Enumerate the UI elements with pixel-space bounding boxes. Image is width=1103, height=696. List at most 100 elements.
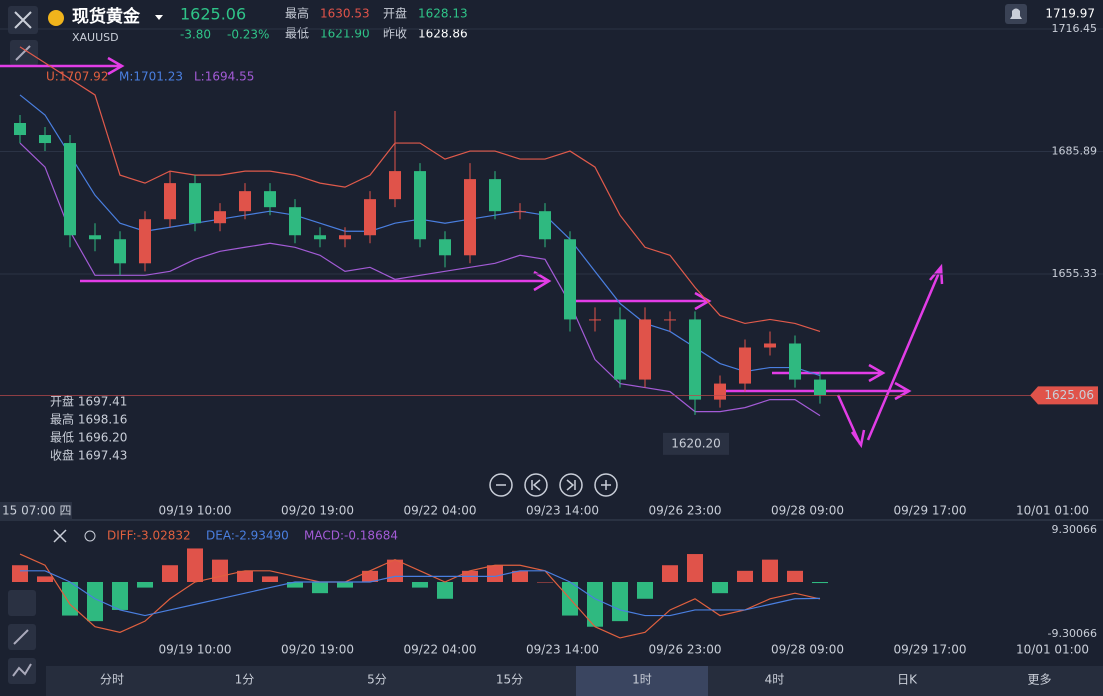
macd-bar (437, 582, 453, 599)
tab[interactable]: 日K (897, 673, 918, 687)
macd-bar (37, 576, 53, 582)
dropdown-icon[interactable] (155, 15, 163, 20)
macd-bar (287, 582, 303, 588)
tab[interactable]: 1分 (235, 673, 255, 687)
tab[interactable]: 4时 (765, 673, 785, 687)
time-label: 09/20 19:00 (281, 643, 354, 657)
tab[interactable]: 1时 (632, 673, 652, 687)
band-line (19, 46, 821, 333)
candle-body (14, 122, 26, 136)
prev-close: 1628.86 (418, 27, 468, 41)
tab[interactable]: 更多 (1027, 673, 1051, 687)
crosshair-time: 15 07:00 四 (2, 504, 71, 518)
prev-label: 昨收 (383, 27, 407, 41)
end-button[interactable] (559, 473, 583, 497)
time-label: 09/26 23:00 (649, 643, 722, 657)
macd-bar (587, 582, 603, 627)
macd-bar (362, 570, 378, 582)
crosshair-row: 最高 1698.16 (50, 412, 127, 427)
tool-button[interactable] (8, 590, 36, 616)
macd-bar (137, 582, 153, 588)
time-label: 09/23 14:00 (526, 504, 599, 518)
y-tick-label: 1655.33 (1052, 267, 1098, 280)
crosshair-time-box (0, 502, 72, 520)
candle-body (214, 211, 226, 224)
arrow (836, 394, 866, 449)
high: 1630.53 (320, 7, 370, 21)
macd-value-legend: MACD:-0.18684 (304, 529, 398, 543)
time-label: 09/22 04:00 (404, 504, 477, 518)
candle-body (764, 343, 776, 348)
start-button[interactable] (524, 473, 548, 497)
macd-bar (487, 565, 503, 582)
band-line (19, 142, 821, 417)
icon (531, 479, 541, 491)
tab[interactable]: 5分 (367, 673, 387, 687)
candle-body (139, 219, 151, 264)
last-price-label: 1625.06 (1044, 388, 1094, 402)
price: 1625.06 (180, 5, 246, 24)
macd-bar (87, 582, 103, 622)
macd-bar (387, 559, 403, 582)
macd-bar (662, 565, 678, 582)
low-label: 1620.20 (671, 436, 721, 450)
tab[interactable]: 分时 (100, 673, 124, 687)
time-label: 09/28 09:00 (771, 504, 844, 518)
low-label-box (663, 432, 729, 455)
macd-line (20, 570, 821, 617)
zoom-out-button[interactable] (489, 473, 513, 497)
candle-body (314, 235, 326, 240)
candle-body (639, 319, 651, 380)
crosshair-row: 收盘 1697.43 (50, 448, 127, 463)
candle-body (464, 179, 476, 256)
macd-bar (787, 570, 803, 582)
instrument-name[interactable]: 现货黄金 (72, 6, 141, 27)
time-label: 09/29 17:00 (894, 643, 967, 657)
arrow (866, 263, 944, 441)
candle-body (239, 191, 251, 212)
macd-close-button[interactable] (53, 529, 67, 543)
crosshair-info: 开盘 1697.41 最高 1698.16 最低 1696.20 收盘 1697… (50, 394, 127, 463)
band-middle-legend: M:1701.23 (119, 70, 183, 84)
annotations (0, 56, 944, 449)
tool-icon (15, 45, 31, 61)
zoom-in-button[interactable] (594, 473, 618, 497)
macd-dea-legend: DEA:-2.93490 (206, 529, 289, 543)
macd-bar (12, 565, 28, 582)
macd-settings-button[interactable] (84, 530, 96, 542)
macd-bar (262, 576, 278, 582)
candle-body (814, 379, 826, 396)
band-upper-legend: U:1707.92 (46, 70, 108, 84)
candle-body (264, 191, 276, 208)
crosshair-row: 最低 1696.20 (50, 431, 127, 445)
time-label: 09/20 19:00 (281, 504, 354, 518)
time-label: 09/26 23:00 (649, 504, 722, 518)
chart-layer: 1716.45 1685.89 1655.33 1625.06 1620.20 9.300… (0, 22, 1103, 696)
header: 现货黄金 XAUUSD 1625.06 -3.80 -0.23% 最高 1630… (48, 4, 1095, 44)
low-label: 最低 (285, 27, 309, 41)
macd-bar (612, 582, 628, 622)
macd-bar (762, 559, 778, 582)
bell-icon (1010, 8, 1022, 19)
macd-bar (312, 582, 328, 594)
last-price-tag (1030, 386, 1098, 405)
candle-body (339, 235, 351, 240)
macd-bar (162, 565, 178, 582)
candle-body (414, 171, 426, 240)
candle-body (289, 207, 301, 236)
y-tick-label: 1685.89 (1052, 144, 1098, 157)
band-lower-legend: L:1694.55 (194, 70, 254, 84)
icon (601, 480, 611, 490)
candle-body (739, 347, 751, 384)
candle-body (439, 239, 451, 256)
macd-bar (187, 548, 203, 582)
candle-body (789, 343, 801, 380)
time-label: 09/19 10:00 (159, 643, 232, 657)
time-label: 09/29 17:00 (894, 504, 967, 518)
macd-bar (812, 582, 828, 584)
time-label: 09/23 14:00 (526, 643, 599, 657)
macd-bar (637, 582, 653, 599)
tab[interactable]: 15分 (496, 673, 523, 687)
candle-body (564, 239, 576, 320)
